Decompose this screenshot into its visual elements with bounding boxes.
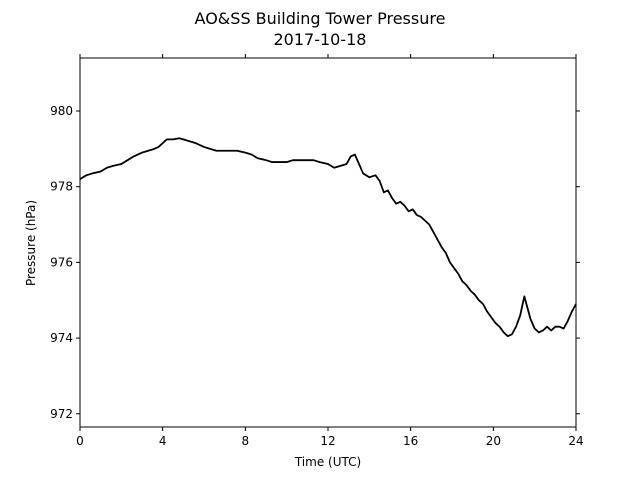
x-axis: 0 4 8 12 16 20 24 — [76, 54, 584, 448]
chart-title: AO&SS Building Tower Pressure — [195, 9, 446, 28]
y-tick-label: 978 — [50, 180, 73, 194]
x-tick-label: 20 — [486, 434, 501, 448]
plot-area — [79, 57, 577, 428]
chart-subtitle: 2017-10-18 — [274, 30, 367, 49]
x-tick-label: 24 — [568, 434, 583, 448]
y-axis-label: Pressure (hPa) — [24, 200, 38, 286]
y-tick-label: 976 — [50, 255, 73, 269]
y-tick-label: 974 — [50, 331, 73, 345]
pressure-line — [79, 137, 577, 338]
y-tick-label: 980 — [50, 104, 73, 118]
y-axis: 972 974 976 978 980 — [50, 104, 580, 421]
axes-frame — [79, 57, 577, 428]
x-tick-label: 16 — [403, 434, 418, 448]
x-tick-label: 12 — [320, 434, 335, 448]
x-axis-label: Time (UTC) — [294, 455, 361, 469]
x-tick-label: 0 — [76, 434, 84, 448]
y-tick-label: 972 — [50, 407, 73, 421]
x-tick-label: 8 — [242, 434, 250, 448]
x-tick-label: 4 — [159, 434, 167, 448]
